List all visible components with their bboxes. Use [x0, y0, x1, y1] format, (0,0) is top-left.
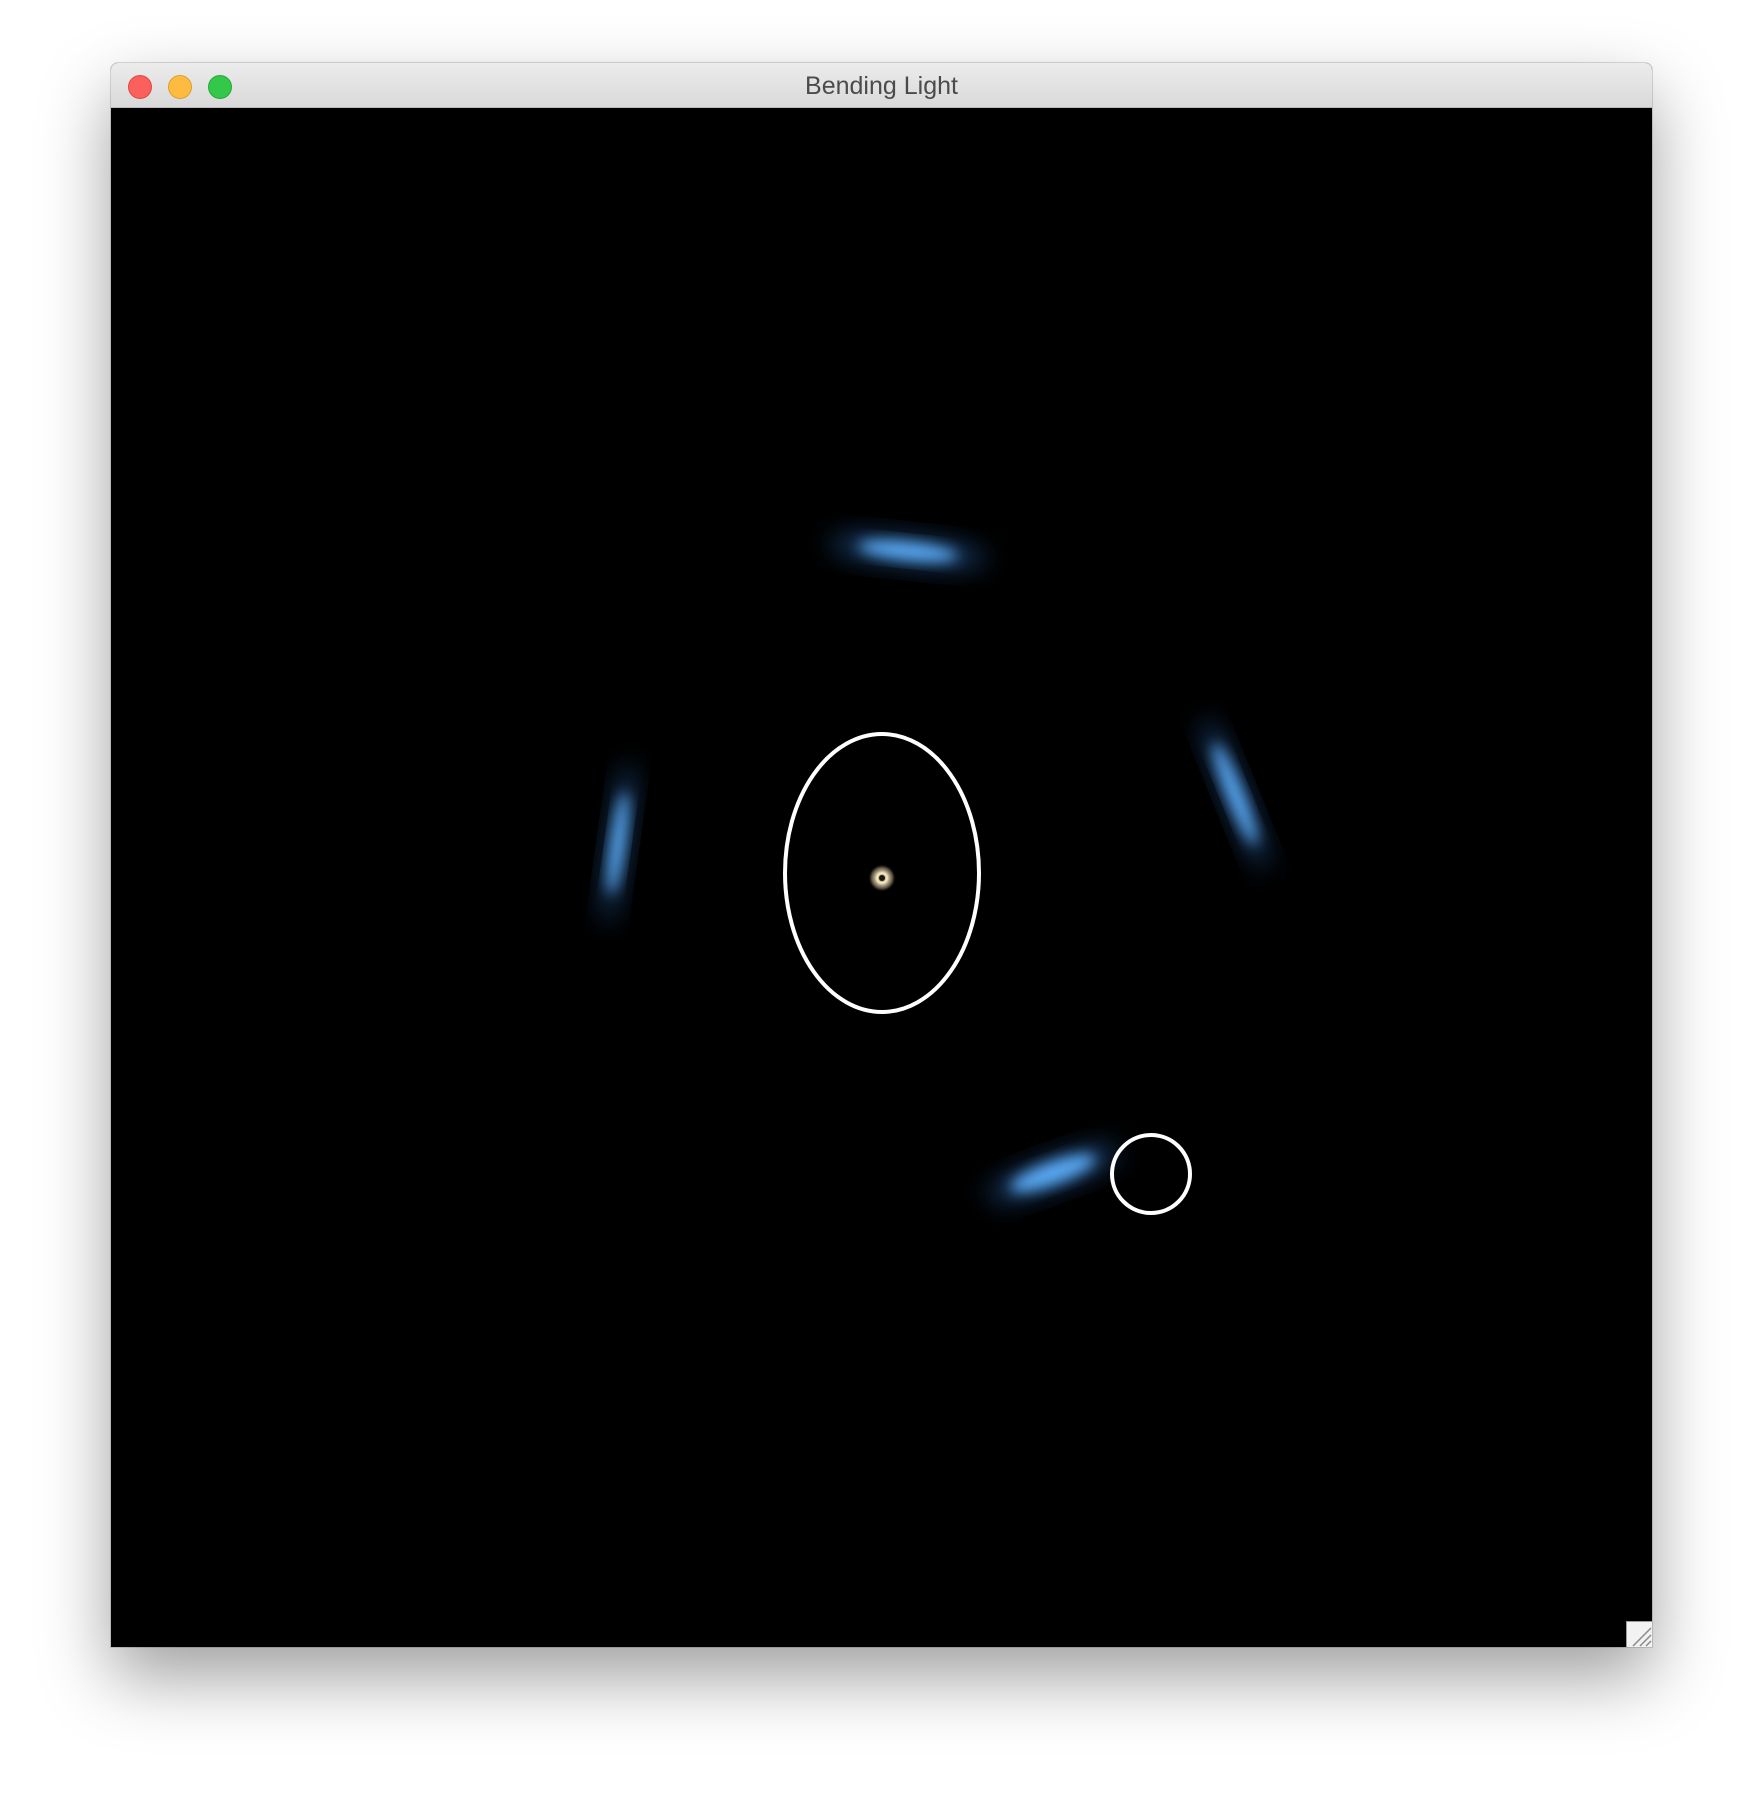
lensed-image-bottom [986, 1144, 1120, 1202]
resize-grip-icon [1632, 1627, 1652, 1647]
window-title: Bending Light [805, 72, 958, 100]
render-canvas[interactable] [111, 108, 1652, 1647]
lens-ellipse-outline[interactable] [783, 732, 981, 1014]
lensed-image-top [828, 533, 988, 569]
scene-svg [602, 533, 1268, 1215]
source-circle-outline[interactable] [1110, 1133, 1192, 1215]
minimize-button[interactable] [168, 75, 192, 99]
lens-center-point [868, 864, 896, 892]
lensed-image-right [1202, 717, 1268, 871]
resize-grip[interactable] [1626, 1621, 1652, 1647]
title-bar[interactable]: Bending Light [111, 63, 1652, 108]
lensed-image-left [602, 761, 634, 925]
zoom-button[interactable] [208, 75, 232, 99]
app-window: Bending Light [111, 63, 1652, 1647]
close-button[interactable] [128, 75, 152, 99]
